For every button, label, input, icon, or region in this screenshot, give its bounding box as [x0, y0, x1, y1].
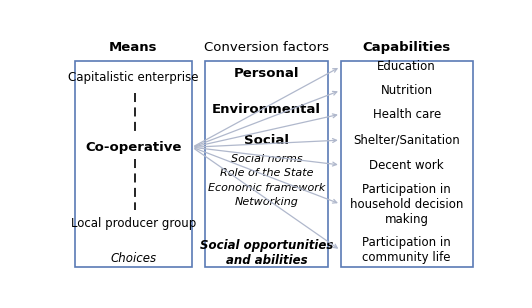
Text: Shelter/Sanitation: Shelter/Sanitation — [353, 134, 460, 147]
Text: Co-operative: Co-operative — [85, 141, 182, 154]
Text: Economic framework: Economic framework — [208, 183, 325, 192]
Text: Conversion factors: Conversion factors — [204, 41, 329, 54]
Text: Decent work: Decent work — [369, 159, 444, 172]
Text: Local producer group: Local producer group — [71, 217, 196, 230]
Text: Capabilities: Capabilities — [362, 41, 451, 54]
Text: Capitalistic enterprise: Capitalistic enterprise — [68, 71, 199, 84]
Text: Personal: Personal — [234, 67, 299, 80]
FancyBboxPatch shape — [205, 61, 328, 267]
Text: Participation in
household decision
making: Participation in household decision maki… — [350, 183, 463, 226]
Text: Social norms: Social norms — [231, 154, 302, 164]
Text: Networking: Networking — [235, 197, 298, 207]
Text: Health care: Health care — [372, 107, 441, 120]
Text: Participation in
community life: Participation in community life — [362, 237, 451, 264]
Text: Education: Education — [377, 60, 436, 73]
FancyBboxPatch shape — [340, 61, 472, 267]
FancyBboxPatch shape — [74, 61, 192, 267]
Text: Choices: Choices — [111, 252, 156, 265]
Text: Social opportunities
and abilities: Social opportunities and abilities — [200, 239, 333, 267]
Text: Environmental: Environmental — [212, 103, 321, 116]
Text: Nutrition: Nutrition — [380, 84, 433, 97]
Text: Means: Means — [109, 41, 158, 54]
Text: Role of the State: Role of the State — [220, 168, 313, 178]
Text: Social: Social — [244, 134, 289, 147]
